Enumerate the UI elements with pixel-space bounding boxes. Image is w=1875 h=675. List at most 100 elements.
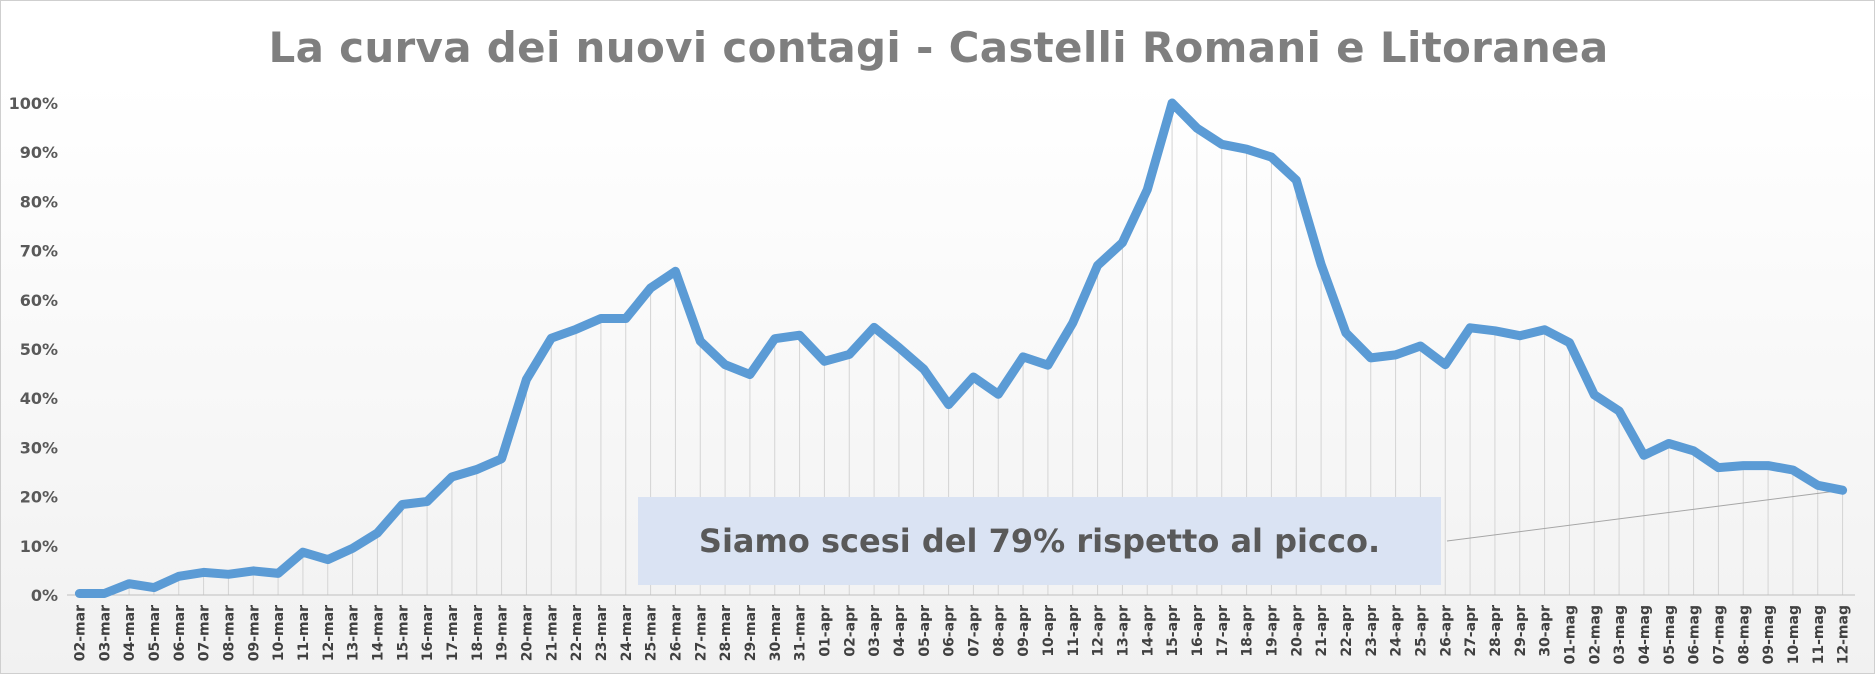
x-tick-label: 24-mar — [619, 605, 635, 661]
x-tick-label: 12-mag — [1836, 605, 1852, 664]
annotation-text: Siamo scesi del 79% rispetto al picco. — [698, 522, 1381, 560]
x-tick-label: 01-mag — [1562, 605, 1578, 664]
x-tick-label: 11-mar — [296, 605, 312, 661]
data-point — [176, 574, 181, 579]
x-tick-label: 15-mar — [395, 605, 411, 661]
x-tick-label: 21-mar — [544, 605, 560, 661]
data-point — [1666, 441, 1671, 446]
data-point — [425, 499, 430, 504]
x-tick-label: 10-mag — [1786, 605, 1802, 664]
x-tick-label: 18-apr — [1240, 605, 1256, 657]
x-tick-label: 03-mar — [97, 605, 113, 661]
data-point — [971, 375, 976, 380]
x-tick-label: 10-apr — [1041, 605, 1057, 657]
x-tick-label: 14-apr — [1140, 605, 1156, 657]
data-point — [1790, 468, 1795, 473]
x-tick-label: 29-apr — [1513, 605, 1529, 657]
data-point — [1492, 328, 1497, 333]
x-tick-label: 03-mag — [1612, 605, 1628, 664]
data-point — [1120, 240, 1125, 245]
data-point — [375, 531, 380, 536]
x-tick-label: 02-apr — [842, 605, 858, 657]
y-axis-ticks: 0% 10% 20% 30% 40% 50% 60% 70% 80% 90% 100% — [9, 94, 58, 605]
y-tick-label: 30% — [20, 438, 58, 457]
x-tick-label: 02-mag — [1587, 605, 1603, 664]
data-point — [127, 581, 132, 586]
x-tick-label: 22-apr — [1339, 605, 1355, 657]
data-point — [946, 402, 951, 407]
data-point — [1468, 325, 1473, 330]
data-point — [698, 339, 703, 344]
data-point — [151, 585, 156, 590]
x-tick-label: 06-mag — [1687, 605, 1703, 664]
x-tick-label: 13-mar — [346, 605, 362, 661]
x-tick-label: 07-mag — [1711, 605, 1727, 664]
data-point — [574, 327, 579, 332]
x-tick-label: 25-apr — [1413, 605, 1429, 657]
x-tick-label: 07-apr — [966, 605, 982, 657]
data-point — [251, 568, 256, 573]
data-point — [549, 336, 554, 341]
x-tick-label: 09-mar — [246, 605, 262, 661]
data-point — [474, 467, 479, 472]
data-point — [449, 474, 454, 479]
data-point — [1294, 178, 1299, 183]
data-point — [1095, 263, 1100, 268]
x-tick-label: 06-mar — [172, 605, 188, 661]
data-point — [1741, 463, 1746, 468]
data-point — [226, 572, 231, 577]
x-tick-label: 14-mar — [370, 605, 386, 661]
data-point — [1567, 340, 1572, 345]
x-tick-label: 11-apr — [1066, 605, 1082, 657]
data-point — [276, 571, 281, 576]
x-tick-label: 16-apr — [1190, 605, 1206, 657]
x-tick-label: 01-apr — [817, 605, 833, 657]
x-tick-label: 31-mar — [793, 605, 809, 661]
y-tick-label: 70% — [20, 242, 58, 261]
data-point — [400, 502, 405, 507]
x-tick-label: 27-mar — [693, 605, 709, 661]
data-point — [201, 570, 206, 575]
y-tick-label: 100% — [9, 94, 58, 113]
y-tick-label: 20% — [20, 488, 58, 507]
x-tick-label: 22-mar — [569, 605, 585, 661]
data-point — [1592, 392, 1597, 397]
data-point — [350, 546, 355, 551]
y-tick-label: 10% — [20, 537, 58, 556]
x-tick-label: 11-mag — [1811, 605, 1827, 664]
x-tick-label: 10-mar — [271, 605, 287, 661]
data-point — [1418, 344, 1423, 349]
x-tick-label: 23-apr — [1364, 605, 1380, 657]
data-point — [1343, 330, 1348, 335]
data-point — [1542, 327, 1547, 332]
data-point — [1517, 333, 1522, 338]
data-point — [77, 591, 82, 596]
data-point — [1319, 262, 1324, 267]
x-tick-label: 23-mar — [594, 605, 610, 661]
x-tick-label: 24-apr — [1389, 605, 1405, 657]
x-tick-label: 08-apr — [991, 605, 1007, 657]
x-tick-label: 12-apr — [1091, 605, 1107, 657]
data-point — [723, 362, 728, 367]
annotation-box: Siamo scesi del 79% rispetto al picco. — [638, 497, 1441, 585]
x-tick-label: 17-apr — [1215, 605, 1231, 657]
data-point — [1691, 448, 1696, 453]
y-tick-label: 90% — [20, 143, 58, 162]
x-tick-label: 28-mar — [718, 605, 734, 661]
x-tick-label: 04-apr — [892, 605, 908, 657]
data-point — [872, 325, 877, 330]
x-tick-label: 27-apr — [1463, 605, 1479, 657]
data-point — [623, 316, 628, 321]
y-tick-label: 40% — [20, 389, 58, 408]
data-point — [1045, 363, 1050, 368]
data-point — [1269, 155, 1274, 160]
data-point — [499, 456, 504, 461]
x-tick-label: 18-mar — [470, 605, 486, 661]
x-tick-label: 06-apr — [942, 605, 958, 657]
x-tick-label: 08-mag — [1736, 605, 1752, 664]
series-line — [74, 98, 1848, 598]
x-tick-label: 04-mar — [122, 605, 138, 661]
data-point — [822, 359, 827, 364]
x-tick-label: 20-apr — [1289, 605, 1305, 657]
